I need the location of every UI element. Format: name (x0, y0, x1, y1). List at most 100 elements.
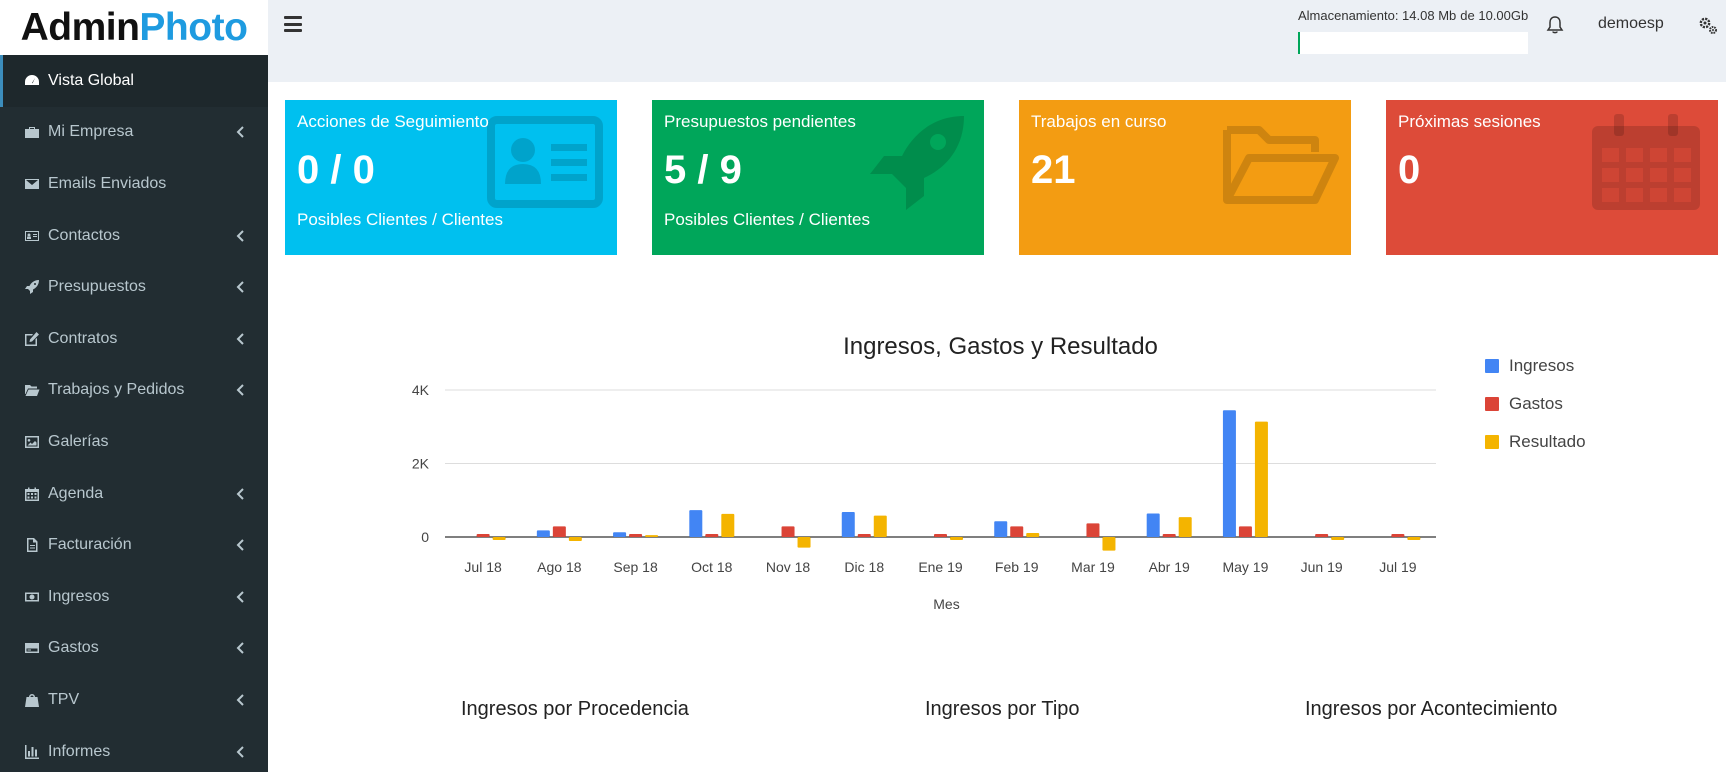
sidebar-item-contactos[interactable]: Contactos (0, 210, 268, 262)
bar-resultado-mar-19 (1102, 537, 1116, 551)
chevron-left-icon (234, 333, 246, 345)
legend-swatch-ingresos (1485, 359, 1499, 373)
box-subtitle: Posibles Clientes / Clientes (664, 210, 870, 229)
bar-gastos-jun-19 (1315, 534, 1329, 537)
x-tick-label: Dic 18 (844, 559, 884, 575)
edit-icon (22, 331, 42, 347)
bar-resultado-ago-18 (568, 537, 582, 542)
box-title: Acciones de Seguimiento (297, 112, 489, 131)
menu-toggle-button[interactable] (284, 16, 302, 32)
image-icon (22, 434, 42, 450)
hamburger-line (284, 22, 302, 26)
bar-ingresos-sep-18 (613, 532, 627, 537)
sidebar-item-label: Trabajos y Pedidos (48, 381, 185, 399)
follow-up-actions-box[interactable]: Acciones de Seguimiento 0 / 0 Posibles Cli… (285, 100, 617, 255)
sidebar-item-label: Contactos (48, 226, 121, 244)
user-menu[interactable]: demoesp (1598, 15, 1664, 32)
chevron-left-icon (234, 384, 246, 397)
sidebar-item-mi-empresa[interactable]: Mi Empresa (0, 107, 268, 159)
file-text-icon (22, 537, 42, 553)
bar-gastos-dic-18 (857, 534, 871, 537)
gears-icon[interactable] (1698, 15, 1718, 35)
x-tick-label: Ago 18 (537, 559, 582, 575)
sidebar-item-galerias[interactable]: Galerías (0, 416, 268, 468)
sidebar-item-vista-global[interactable]: Vista Global (0, 55, 268, 107)
sidebar-item-label: Presupuestos (48, 278, 146, 296)
bar-resultado-sep-18 (645, 535, 659, 537)
rocket-icon (22, 279, 42, 295)
y-tick-label: 0 (421, 529, 429, 545)
chevron-left-icon (234, 281, 246, 293)
sidebar-item-label: Agenda (48, 484, 104, 502)
x-tick-label: Jun 19 (1301, 559, 1343, 575)
credit-card-icon (22, 640, 42, 656)
sidebar-item-presupuestos[interactable]: Presupuestos (0, 261, 268, 313)
briefcase-icon (22, 124, 42, 140)
upcoming-sessions-box[interactable]: Próximas sesiones 0 (1386, 100, 1718, 255)
sidebar-item-label: Gastos (48, 639, 99, 657)
bar-gastos-ene-19 (934, 534, 947, 537)
folder-open-icon (22, 382, 42, 398)
bar-ingresos-oct-18 (689, 510, 703, 537)
logo-text-admin: Admin (20, 5, 140, 49)
box-value: 5 / 9 (664, 148, 742, 192)
x-tick-label: Jul 19 (1379, 559, 1417, 575)
income-by-source-title: Ingresos por Procedencia (461, 698, 689, 720)
sidebar-nav: Vista Global Mi Empresa Emails Enviados Con… (0, 55, 268, 772)
sidebar-item-label: TPV (48, 690, 80, 708)
chevron-left-icon (234, 229, 246, 242)
sidebar-item-trabajos-y-pedidos[interactable]: Trabajos y Pedidos (0, 365, 268, 417)
chevron-left-icon (234, 694, 246, 706)
bar-gastos-jul-19 (1391, 534, 1405, 537)
sidebar-item-contratos[interactable]: Contratos (0, 313, 268, 365)
sidebar-item-label: Ingresos (48, 587, 110, 605)
sidebar-item-facturacion[interactable]: Facturación (0, 519, 268, 571)
address-card-icon (22, 228, 42, 244)
dashboard-icon (22, 73, 42, 89)
sidebar-item-tpv[interactable]: TPV (0, 674, 268, 726)
sidebar-item-label: Emails Enviados (48, 174, 167, 192)
bar-resultado-abr-19 (1178, 517, 1192, 537)
jobs-in-progress-box[interactable]: Trabajos en curso 21 (1019, 100, 1351, 255)
sidebar-item-label: Facturación (48, 536, 132, 554)
sidebar-item-ingresos[interactable]: Ingresos (0, 571, 268, 623)
app-logo[interactable]: Admin Photo (0, 0, 268, 55)
bar-gastos-nov-18 (781, 526, 795, 537)
bar-ingresos-ago-18 (536, 530, 550, 537)
box-title: Presupuestos pendientes (664, 112, 856, 131)
legend-label-ingresos: Ingresos (1509, 356, 1574, 375)
legend-label-gastos: Gastos (1509, 394, 1563, 413)
chart-svg: Ingresos, Gastos y Resultado 0 2K 4K Jul 18 A… (412, 333, 1586, 612)
folder-open-icon (1219, 112, 1339, 212)
sidebar-item-informes[interactable]: Informes (0, 726, 268, 772)
income-by-event-title: Ingresos por Acontecimiento (1305, 698, 1558, 720)
sidebar-item-emails-enviados[interactable]: Emails Enviados (0, 158, 268, 210)
x-tick-label: Nov 18 (766, 559, 811, 575)
bar-ingresos-abr-19 (1146, 513, 1160, 537)
bar-resultado-dic-18 (873, 515, 887, 537)
storage-used-label: Almacenamiento: 14.08 Mb (1298, 8, 1457, 23)
x-tick-label: May 19 (1222, 559, 1268, 575)
legend-swatch-resultado (1485, 435, 1499, 449)
sidebar-item-gastos[interactable]: Gastos (0, 623, 268, 675)
sidebar-item-agenda[interactable]: Agenda (0, 468, 268, 520)
calendar-icon (1586, 112, 1706, 212)
box-value: 0 (1398, 148, 1421, 192)
bar-chart-icon (22, 744, 42, 760)
sidebar-item-label: Contratos (48, 329, 118, 347)
storage-total-label: de 10.00Gb (1460, 8, 1529, 23)
box-subtitle: Posibles Clientes / Clientes (297, 210, 503, 229)
calendar-icon (22, 486, 42, 502)
pending-quotes-box[interactable]: Presupuestos pendientes 5 / 9 Posibles Cli… (652, 100, 984, 255)
address-card-icon (485, 112, 605, 212)
y-tick-label: 2K (412, 456, 430, 472)
sidebar-item-label: Galerías (48, 432, 109, 450)
bar-resultado-oct-18 (721, 513, 735, 537)
chevron-left-icon (234, 642, 246, 655)
sidebar-item-label: Vista Global (48, 71, 134, 89)
bell-icon[interactable] (1546, 15, 1564, 35)
bar-resultado-ene-19 (950, 537, 963, 540)
sidebar: Admin Photo Vista Global Mi Empresa Emails … (0, 0, 268, 772)
hamburger-line (284, 29, 302, 32)
bar-gastos-sep-18 (629, 534, 643, 537)
